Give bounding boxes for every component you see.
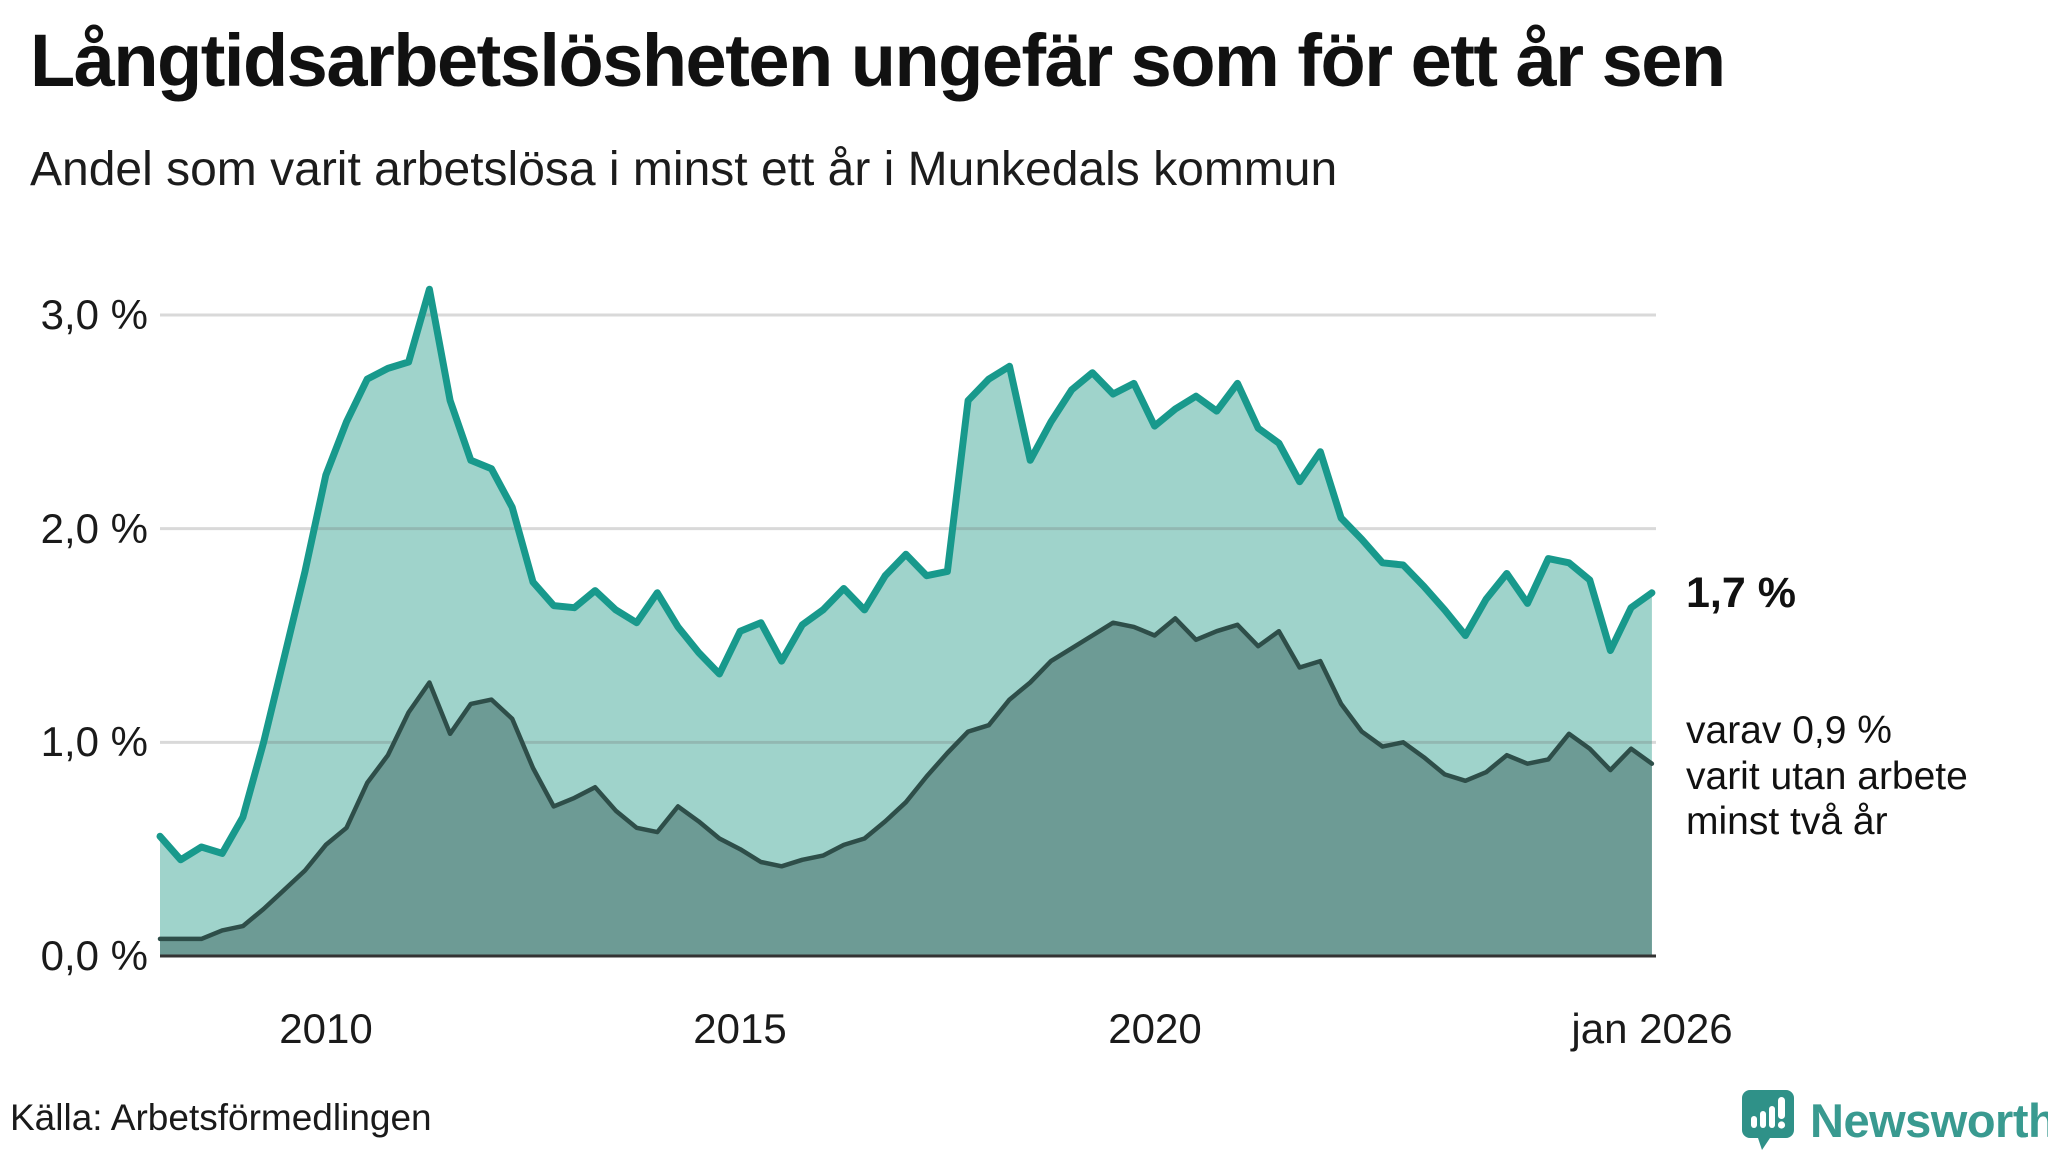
speech-bubble-shape <box>1742 1090 1794 1150</box>
one-year-line <box>156 285 1656 864</box>
chart-title: Långtidsarbetslösheten ungefär som för e… <box>30 19 1726 102</box>
newsworthy-logo-text: Newsworthy <box>1810 1093 2048 1147</box>
y-axis-label: 3,0 % <box>40 290 148 338</box>
x-axis-label: 2020 <box>1108 1005 1202 1052</box>
y-axis-label: 2,0 % <box>40 504 148 552</box>
two-year-note-line: varit utan arbete <box>1686 754 1968 798</box>
newsworthy-logo: Newsworthy <box>1740 1088 2048 1152</box>
newsworthy-logo-icon <box>1742 1090 1794 1150</box>
x-axis-label: 2010 <box>279 1005 373 1052</box>
two-year-note: varav 0,9 % varit utan arbete minst två … <box>1686 708 1968 845</box>
x-axis-label: 2015 <box>693 1005 787 1052</box>
x-axis-label: jan 2026 <box>1571 1005 1733 1052</box>
two-year-note-line: varav 0,9 % <box>1686 709 1892 752</box>
y-axis-label: 1,0 % <box>40 718 148 766</box>
y-axis-label: 0,0 % <box>40 932 148 979</box>
chart-subtitle: Andel som varit arbetslösa i minst ett å… <box>30 143 1338 196</box>
two-year-area-fill <box>160 618 1652 956</box>
two-year-note-line: minst två år <box>1686 800 1888 844</box>
two-year-line <box>157 616 1655 942</box>
source-credit: Källa: Arbetsförmedlingen <box>10 1097 432 1138</box>
latest-value-label: 1,7 % <box>1686 569 1796 617</box>
